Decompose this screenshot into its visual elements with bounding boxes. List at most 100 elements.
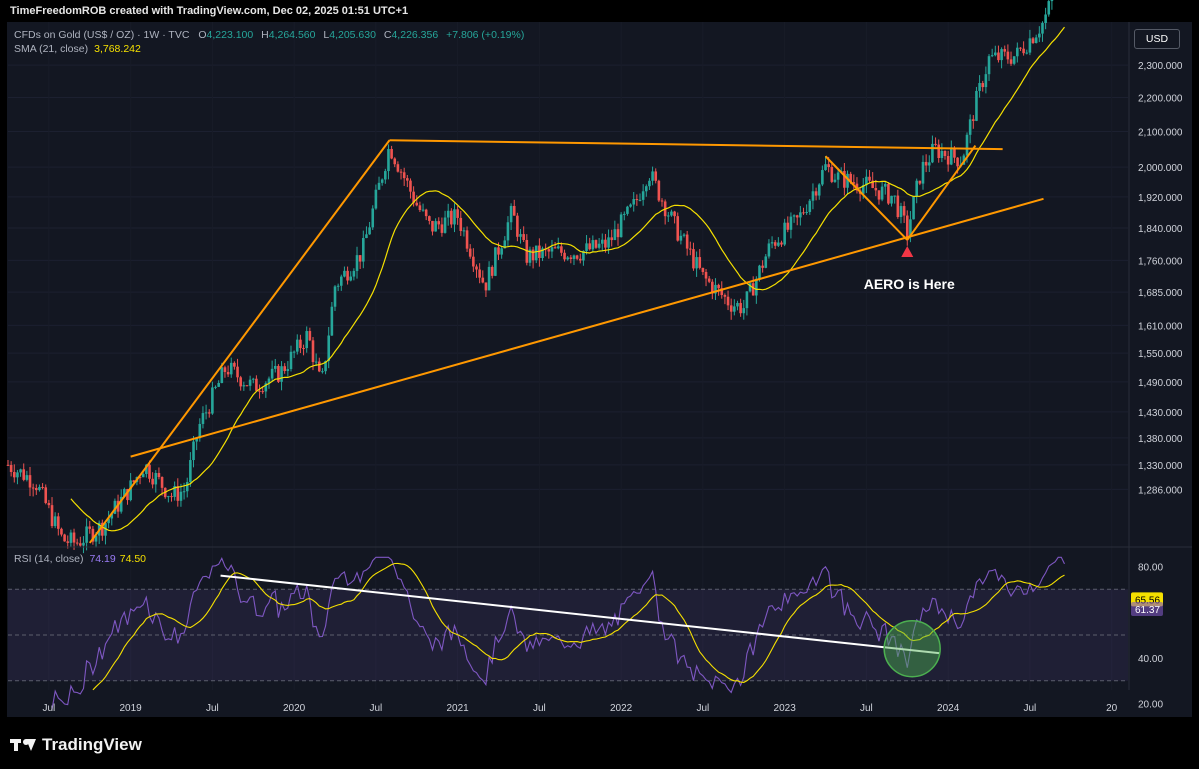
candle-body [905, 215, 909, 238]
candle-body [795, 215, 799, 218]
candle-body [132, 480, 136, 483]
candle-body [396, 164, 400, 172]
candle-body [211, 387, 214, 414]
candle-body [358, 255, 362, 262]
chart-background [7, 22, 1192, 717]
candle-body [714, 284, 717, 294]
rsi-label[interactable]: RSI (14, close) [14, 553, 84, 565]
candle-body [629, 204, 632, 207]
candle-body [632, 199, 636, 205]
candle-body [670, 211, 673, 216]
candle-body [160, 477, 164, 488]
candle-body [418, 205, 422, 211]
candle-body [563, 252, 566, 260]
candle-body [846, 173, 849, 188]
candle-body [409, 180, 412, 192]
candle-body [324, 360, 327, 372]
symbol-label[interactable]: CFDs on Gold (US$ / OZ) · 1W · TVC [14, 29, 190, 41]
candle-body [607, 237, 610, 248]
candle-body [528, 249, 532, 263]
candle-body [173, 486, 176, 497]
candle-body [849, 173, 852, 183]
candle-body [865, 176, 868, 186]
candle-body [582, 251, 585, 261]
sma-legend: SMA (21, close) 3,768.242 [14, 43, 141, 55]
candle-body [566, 257, 569, 260]
candle-body [41, 486, 44, 488]
candle-body [802, 212, 805, 214]
candle-body [931, 143, 934, 163]
axes: 1,286.000 1,330.000 1,380.000 1,430.000 1,49… [42, 61, 1182, 714]
price-tick-label: 1,920.000 [1138, 193, 1183, 204]
candle-body [465, 230, 469, 249]
candle-body [918, 180, 922, 184]
candle-body [440, 224, 444, 233]
candle-body [412, 191, 415, 203]
candle-body [302, 348, 305, 350]
currency-button[interactable]: USD [1134, 29, 1180, 49]
candle-body [836, 172, 840, 180]
candle-body [362, 238, 365, 262]
candle-body [909, 219, 912, 238]
candle-body [689, 248, 692, 250]
candle-body [38, 486, 41, 491]
candle-body [591, 240, 595, 250]
candle-body [34, 487, 38, 491]
candle-body [233, 362, 236, 367]
candle-body [217, 382, 220, 387]
candle-body [767, 243, 771, 257]
price-tick-label: 1,610.000 [1138, 321, 1183, 332]
candle-body [9, 465, 13, 473]
candle-body [443, 217, 447, 233]
candle-body [44, 487, 48, 503]
candle-body [349, 276, 353, 281]
candle-body [192, 441, 195, 461]
candle-body [1012, 56, 1016, 64]
candle-body [53, 516, 57, 527]
price-tick-label: 1,840.000 [1138, 224, 1183, 235]
tradingview-logo-icon [10, 737, 38, 753]
candle-body [745, 291, 749, 309]
candle-body [123, 489, 126, 497]
time-tick-label: 2019 [120, 703, 143, 714]
rsi-highlight-circle [883, 619, 941, 678]
price-grid [8, 22, 1128, 690]
candle-body [129, 480, 132, 501]
candle-body [387, 148, 390, 172]
sma-label[interactable]: SMA (21, close) [14, 43, 89, 55]
candle-body [431, 220, 434, 232]
candle-body [157, 473, 161, 478]
trendline-horizontal-resistance [389, 139, 1003, 151]
time-tick-label: 2021 [447, 703, 470, 714]
candle-body [201, 413, 205, 424]
candle-body [755, 278, 758, 296]
candle-body [934, 143, 937, 145]
candle-body [626, 206, 629, 214]
candle-body [817, 184, 821, 196]
candle-body [940, 151, 944, 159]
candle-body [780, 242, 783, 245]
candle-body [255, 378, 258, 391]
candle-body [179, 491, 183, 501]
candle-body [66, 541, 70, 543]
chart-caption: TimeFreedomROB created with TradingView.… [10, 5, 409, 17]
candle-body [594, 240, 598, 248]
candle-body [321, 371, 324, 373]
candle-body [814, 191, 818, 196]
candle-body [47, 502, 51, 506]
candle-body [475, 266, 478, 270]
candle-body [956, 157, 959, 167]
candle-body [195, 438, 198, 442]
candle-body [94, 535, 98, 542]
candle-body [852, 182, 856, 184]
candle-body [50, 505, 54, 527]
candle-body [887, 184, 890, 204]
trendline-triangle-right [906, 144, 977, 241]
candle-body [428, 216, 431, 221]
rsi-pane [51, 556, 1065, 710]
rsi-ma-line [92, 562, 1065, 691]
candle-body [277, 365, 280, 382]
trendlines[interactable] [88, 139, 1044, 544]
candle-body [72, 532, 76, 543]
